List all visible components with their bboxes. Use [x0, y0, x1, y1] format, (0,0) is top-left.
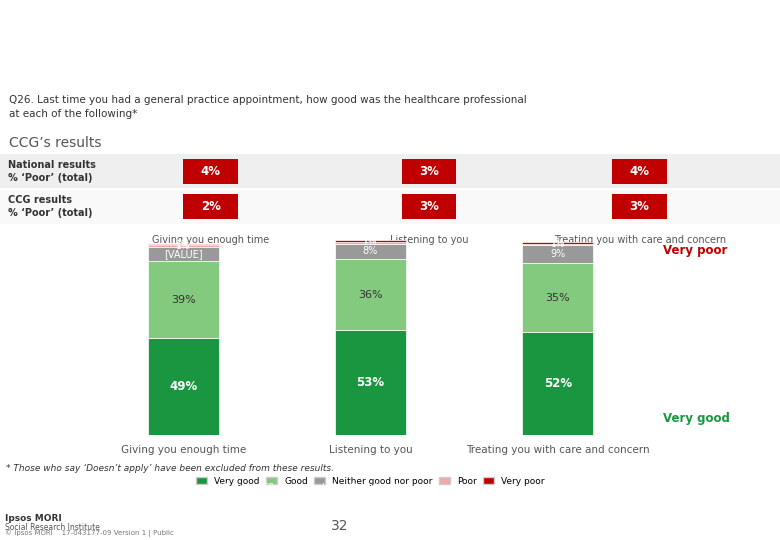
- Text: Giving you enough time: Giving you enough time: [152, 234, 269, 245]
- Text: 2%: 2%: [200, 200, 221, 213]
- Bar: [147, 261, 219, 338]
- Text: 8%: 8%: [363, 246, 378, 256]
- Text: 1%: 1%: [363, 238, 378, 247]
- Text: 53%: 53%: [356, 376, 385, 389]
- Text: 36%: 36%: [358, 290, 383, 300]
- Bar: [522, 332, 594, 435]
- Text: Treating you with care and concern: Treating you with care and concern: [554, 234, 725, 245]
- Bar: [147, 246, 219, 247]
- Bar: [0, 154, 780, 189]
- Bar: [147, 338, 219, 435]
- Text: 1%: 1%: [176, 240, 190, 249]
- Text: 1%: 1%: [551, 238, 565, 247]
- Bar: [402, 159, 456, 184]
- Text: CCG’s results: CCG’s results: [9, 136, 102, 150]
- Bar: [0, 189, 780, 224]
- Bar: [335, 259, 406, 330]
- Text: 49%: 49%: [169, 380, 197, 393]
- Text: Listening to you: Listening to you: [390, 234, 468, 245]
- Text: 35%: 35%: [545, 293, 570, 303]
- Text: 52%: 52%: [544, 377, 572, 390]
- Bar: [183, 159, 238, 184]
- Text: 1%: 1%: [551, 240, 565, 249]
- Text: Perceptions of care at patients’ last appointment with a
healthcare professional: Perceptions of care at patients’ last ap…: [9, 19, 578, 62]
- Bar: [522, 263, 594, 332]
- Text: %Poor (total) = %Very poor+ %Poor: %Poor (total) = %Very poor+ %Poor: [634, 489, 772, 498]
- Bar: [147, 244, 219, 246]
- Bar: [612, 194, 667, 219]
- Text: Very good: Very good: [662, 412, 729, 425]
- Text: Q26. Last time you had a general practice appointment, how good was the healthca: Q26. Last time you had a general practic…: [9, 95, 527, 119]
- Text: © Ipsos MORI    17-043177-09 Version 1 | Public: © Ipsos MORI 17-043177-09 Version 1 | Pu…: [5, 529, 174, 537]
- Text: 3%: 3%: [629, 200, 650, 213]
- Text: * Those who say ‘Doesn’t apply’ have been excluded from these results.: * Those who say ‘Doesn’t apply’ have bee…: [6, 464, 335, 472]
- Bar: [522, 246, 594, 263]
- Text: 39%: 39%: [171, 295, 196, 305]
- Bar: [335, 244, 406, 259]
- Bar: [183, 194, 238, 219]
- Text: Giving you enough time: Giving you enough time: [121, 444, 246, 455]
- Bar: [147, 247, 219, 261]
- Text: ipsos
MORI: ipsos MORI: [717, 516, 742, 535]
- Text: 4%: 4%: [629, 165, 650, 178]
- Text: Bases: All had an appointment since being registered with current GP practice ex: Bases: All had an appointment since bein…: [6, 483, 410, 504]
- Text: National results
% ‘Poor’ (total): National results % ‘Poor’ (total): [8, 160, 96, 183]
- Text: Ipsos MORI: Ipsos MORI: [5, 514, 62, 523]
- Text: 1%: 1%: [363, 236, 378, 245]
- Bar: [335, 330, 406, 435]
- Text: Social Research Institute: Social Research Institute: [5, 523, 101, 532]
- Bar: [522, 244, 594, 246]
- Text: [VALUE]: [VALUE]: [164, 249, 203, 259]
- Text: Treating you with care and concern: Treating you with care and concern: [466, 444, 650, 455]
- Bar: [522, 241, 594, 244]
- Text: 4%: 4%: [200, 165, 221, 178]
- Text: CCG results
% ‘Poor’ (total): CCG results % ‘Poor’ (total): [8, 195, 92, 218]
- Bar: [612, 159, 667, 184]
- Bar: [335, 240, 406, 241]
- Text: 3%: 3%: [419, 165, 439, 178]
- Text: Very poor: Very poor: [662, 244, 727, 256]
- Text: Listening to you: Listening to you: [328, 444, 413, 455]
- Text: 3%: 3%: [419, 200, 439, 213]
- Legend: Very good, Good, Neither good nor poor, Poor, Very poor: Very good, Good, Neither good nor poor, …: [193, 473, 548, 489]
- Bar: [402, 194, 456, 219]
- Text: 32: 32: [331, 519, 348, 532]
- Bar: [335, 241, 406, 244]
- Text: 1%: 1%: [176, 242, 190, 251]
- Text: 9%: 9%: [550, 249, 566, 259]
